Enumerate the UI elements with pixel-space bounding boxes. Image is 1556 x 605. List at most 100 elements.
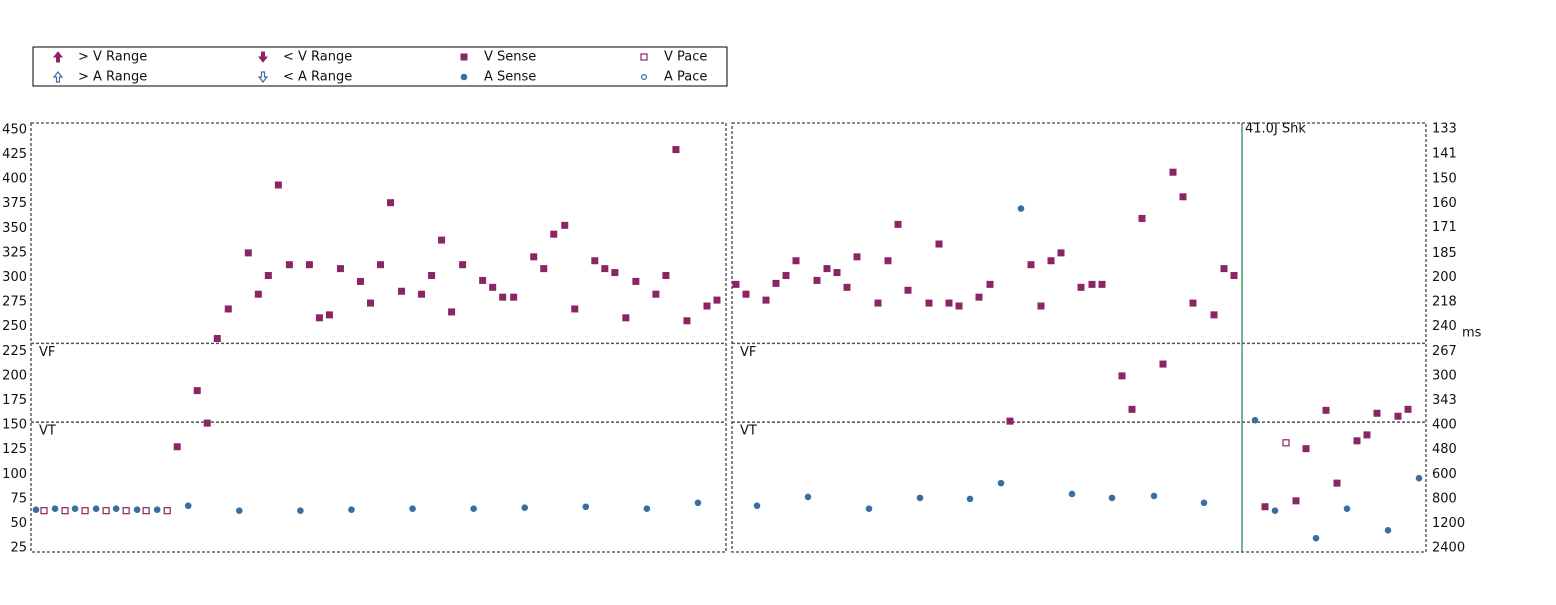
marker-square [935,240,943,248]
marker-square [1210,311,1218,319]
marker-square [418,290,426,298]
marker-square [1006,417,1014,425]
marker-square [325,311,333,319]
y-tick-label: 25 [10,541,27,556]
y-tick-label: 275 [2,295,27,310]
marker-square [550,230,558,238]
marker-circle [1415,474,1423,482]
y2-tick-label: 267 [1432,344,1457,359]
marker-square [894,220,902,228]
marker-square [683,317,691,325]
marker-square [853,253,861,261]
marker-square [460,53,468,61]
marker-square [561,221,569,229]
marker-circle [640,73,647,80]
marker-square [479,276,487,284]
marker-square [1353,437,1361,445]
y-tick-label: 375 [2,196,27,211]
marker-circle [804,493,812,501]
zone-label: VF [740,345,756,360]
marker-circle [409,505,416,513]
marker-square [122,507,130,515]
marker-square [1159,360,1167,368]
y2-tick-label: 480 [1432,442,1457,457]
marker-square [213,334,221,342]
legend-box [32,46,728,87]
marker-circle [235,507,243,514]
marker-square [843,283,851,291]
marker-circle [1200,499,1208,507]
marker-square [448,308,456,316]
marker-arrow [52,51,64,63]
marker-circle [582,503,590,511]
marker-square [762,296,770,304]
marker-square [142,507,150,515]
y-tick-label: 400 [2,172,27,187]
y2-tick-label: 200 [1432,270,1457,285]
marker-square [163,507,171,515]
marker-circle [1108,494,1116,502]
marker-square [366,299,374,307]
y2-tick-label: 240 [1432,319,1457,334]
marker-circle [916,494,924,502]
y-tick-label: 175 [2,393,27,408]
marker-square [387,199,395,207]
marker-square [1027,261,1035,269]
marker-square [904,286,912,294]
marker-square [305,261,313,269]
y-tick-label: 350 [2,221,27,236]
marker-square [530,253,538,261]
marker-square [813,276,821,284]
marker-square [703,302,711,310]
marker-arrow [52,71,64,83]
marker-square [601,265,609,273]
y2-tick-label: 150 [1432,172,1457,187]
marker-square [540,265,548,273]
marker-square [1057,249,1065,257]
marker-square [264,272,272,280]
marker-circle [1017,205,1025,212]
marker-circle [997,479,1005,487]
y-tick-label: 75 [10,491,27,506]
marker-circle [470,505,477,513]
marker-square [975,293,983,301]
y2-tick-label: 141 [1432,146,1457,161]
legend-label: A Sense [484,70,536,85]
marker-square [1292,497,1300,505]
marker-square [1179,193,1187,201]
y-tick-label: 325 [2,245,27,260]
legend-label: > V Range [78,50,147,65]
y-tick-label: 300 [2,270,27,285]
marker-square [1077,283,1085,291]
marker-circle [1150,492,1158,500]
legend-label: A Pace [664,70,707,85]
marker-circle [71,505,79,513]
shock-label: 41.0J Shk [1245,122,1306,137]
marker-square [1404,405,1412,413]
y2-tick-label: 600 [1432,467,1457,482]
marker-square [1282,439,1290,447]
marker-square [224,305,232,313]
zone-label: VT [740,424,757,439]
marker-square [1037,302,1045,310]
marker-circle [32,506,40,513]
legend-label: < A Range [283,70,352,85]
marker-square [336,265,344,273]
marker-square [884,257,892,265]
y-tick-label: 225 [2,344,27,359]
marker-square [1128,405,1136,413]
marker-square [398,287,406,295]
marker-square [285,261,293,269]
marker-square [438,236,446,244]
y2-tick-label: 160 [1432,196,1457,211]
marker-circle [348,506,355,513]
marker-square [640,53,648,61]
marker-square [193,387,201,395]
marker-circle [1384,527,1392,534]
y2-tick-label: 133 [1432,121,1457,136]
marker-circle [297,507,304,514]
marker-arrow [257,51,269,63]
marker-square [772,279,780,287]
marker-circle [865,505,873,513]
